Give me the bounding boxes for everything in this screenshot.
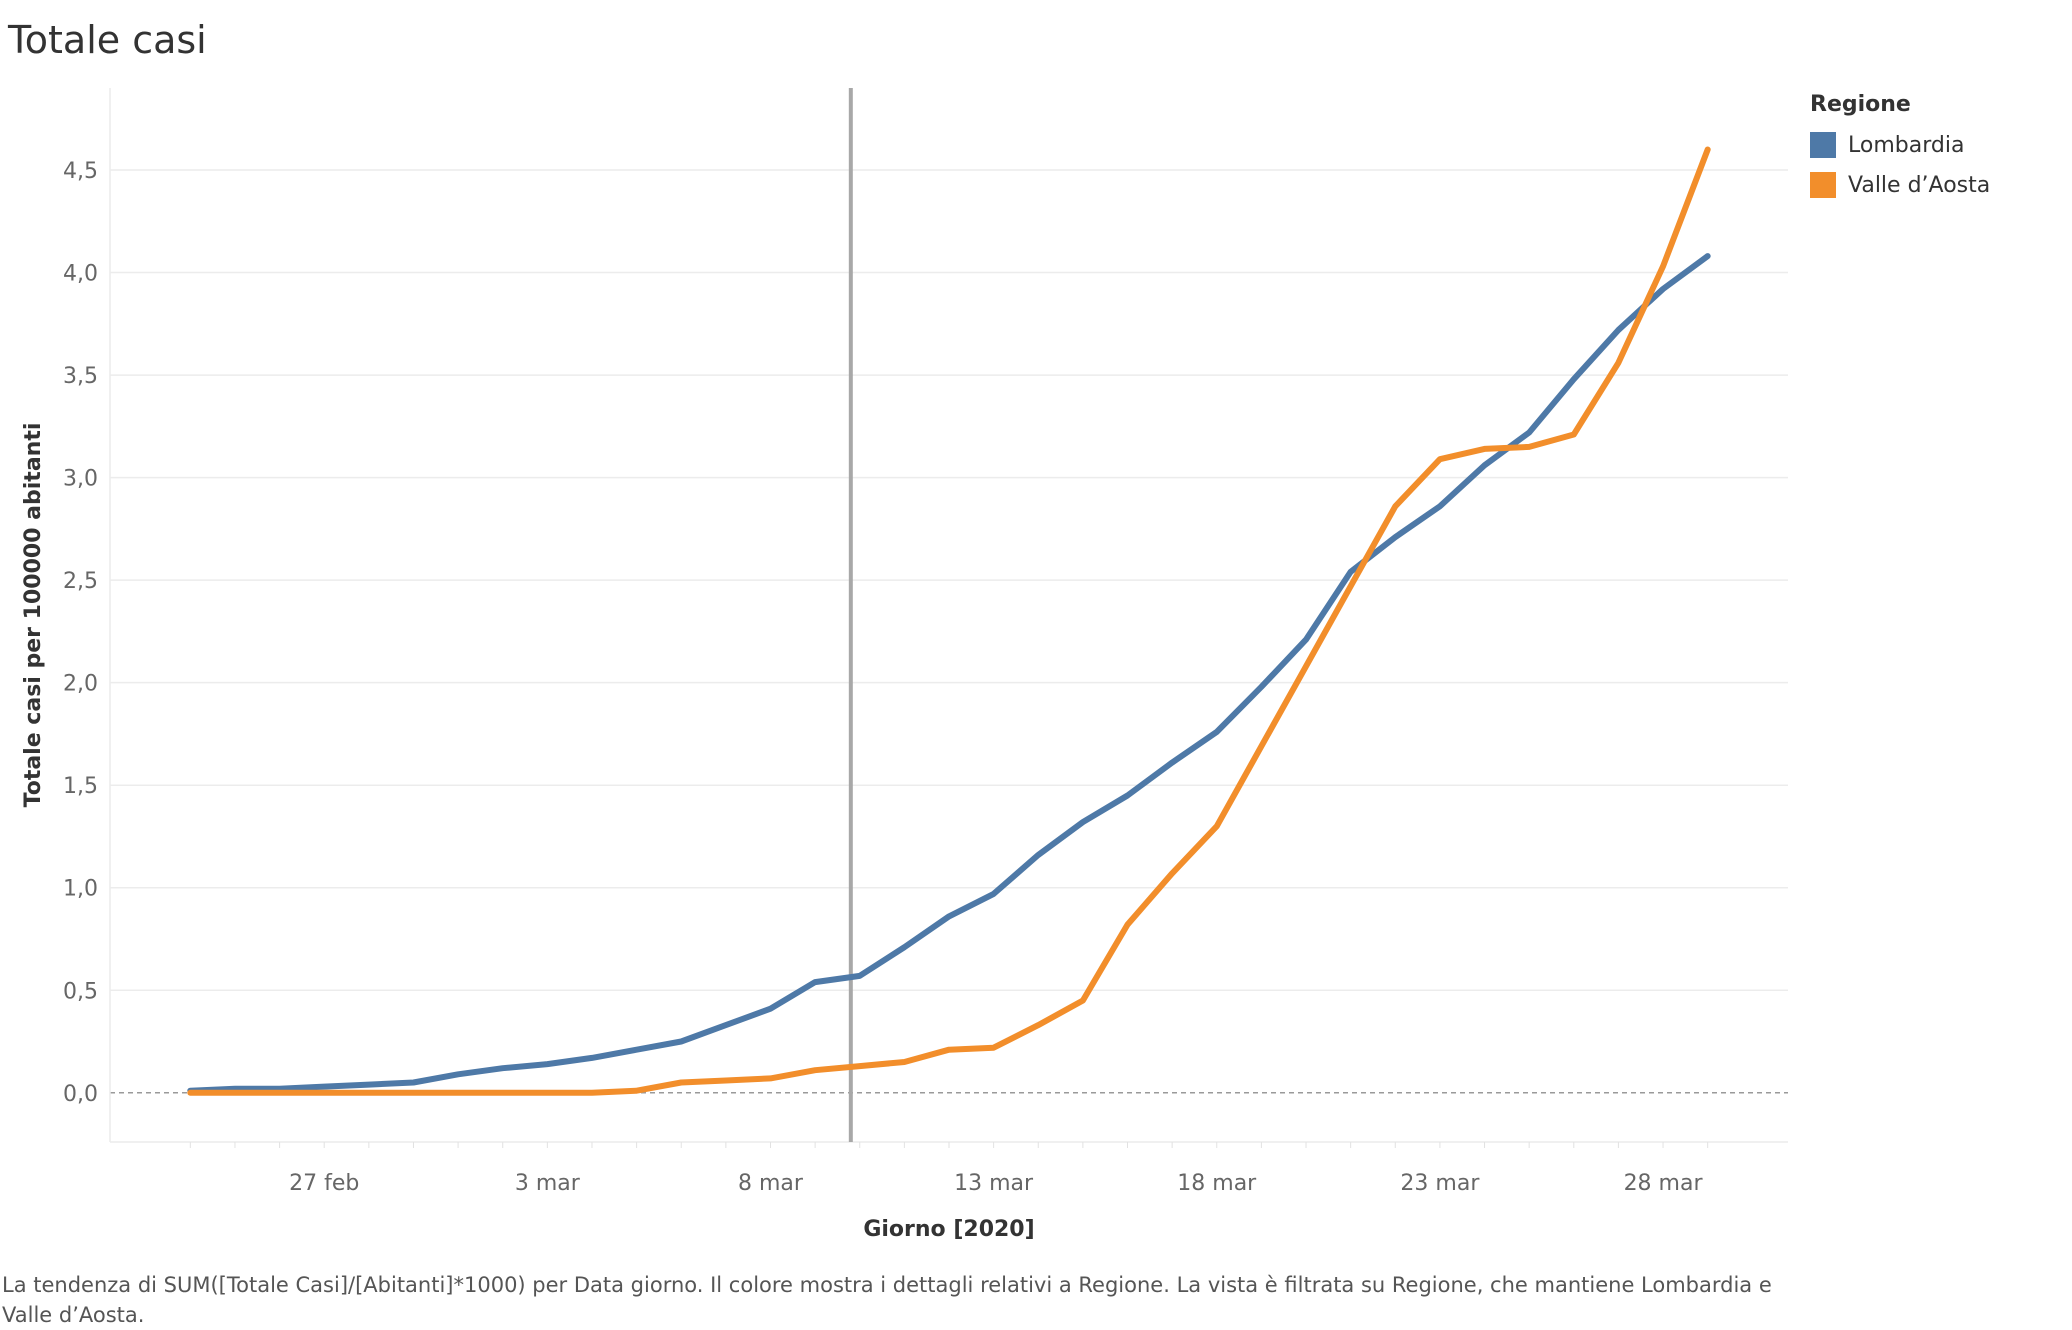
y-tick-label: 3,5: [63, 364, 98, 389]
x-tick-label: 8 mar: [738, 1171, 804, 1196]
legend-item-lombardia[interactable]: Lombardia: [1810, 125, 1990, 165]
y-axis-ticks: 0,0 0,5 1,0 1,5 2,0 2,5 3,0 3,5 4,0 4,5: [63, 159, 98, 1107]
legend-swatch-lombardia: [1810, 132, 1836, 158]
series-line-lombardia[interactable]: [187, 253, 1711, 1094]
legend-label-valle-daosta: Valle d’Aosta: [1848, 172, 1991, 198]
legend-swatch-valle-daosta: [1810, 172, 1836, 198]
y-tick-label: 2,0: [63, 672, 98, 697]
chart-caption: La tendenza di SUM([Totale Casi]/[Abitan…: [2, 1273, 1772, 1327]
y-tick-label: 3,0: [63, 467, 98, 492]
y-tick-label: 0,0: [63, 1082, 98, 1107]
series-line-valle-d-aosta[interactable]: [187, 146, 1711, 1096]
x-axis-ticks: 27 feb 3 mar 8 mar 13 mar 18 mar 23 mar 28 mar: [189, 1142, 1709, 1196]
y-tick-label: 2,5: [63, 569, 98, 594]
y-tick-label: 4,0: [63, 262, 98, 287]
y-tick-label: 0,5: [63, 979, 98, 1004]
x-tick-label: 23 mar: [1400, 1171, 1480, 1196]
x-tick-label: 3 mar: [515, 1171, 581, 1196]
gridlines: [109, 88, 1788, 1143]
y-tick-label: 4,5: [63, 159, 98, 184]
page-title: Totale casi: [8, 18, 207, 62]
x-tick-label: 28 mar: [1624, 1171, 1704, 1196]
x-axis-title: Giorno [2020]: [863, 1217, 1034, 1242]
legend: Regione Lombardia Valle d’Aosta: [1810, 92, 1990, 205]
y-tick-label: 1,0: [63, 877, 98, 902]
series-lines: [187, 146, 1711, 1096]
legend-item-valle-daosta[interactable]: Valle d’Aosta: [1810, 165, 1990, 205]
legend-label-lombardia: Lombardia: [1848, 132, 1965, 158]
y-axis-title: Totale casi per 100000 abitanti: [21, 423, 46, 808]
x-tick-label: 18 mar: [1177, 1171, 1257, 1196]
x-tick-label: 13 mar: [954, 1171, 1034, 1196]
x-tick-label: 27 feb: [289, 1171, 359, 1196]
y-tick-label: 1,5: [63, 774, 98, 799]
legend-title: Regione: [1810, 92, 1911, 117]
